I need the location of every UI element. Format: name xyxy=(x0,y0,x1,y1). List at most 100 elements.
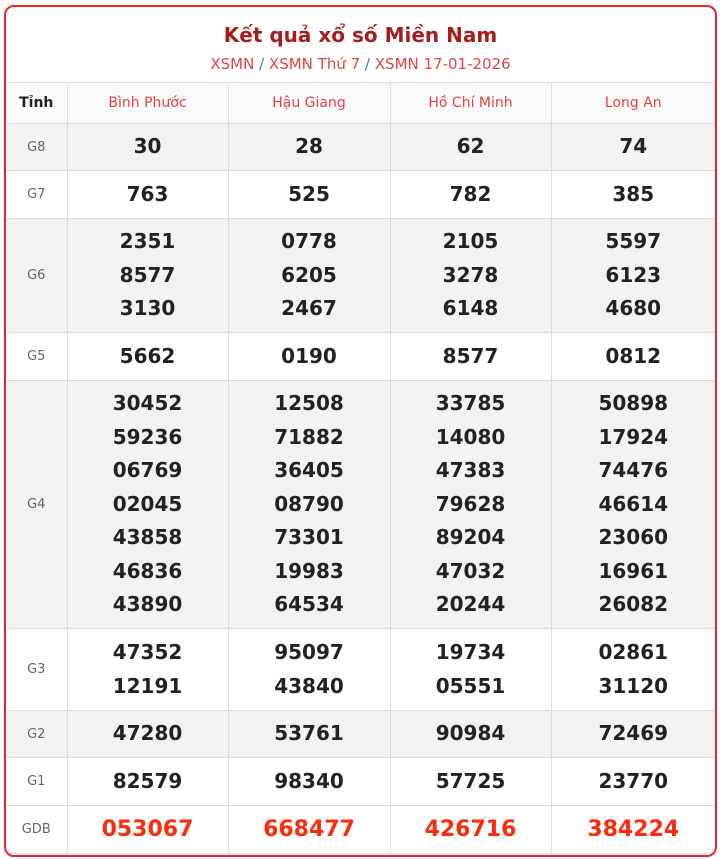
prize-number: 26082 xyxy=(598,592,669,617)
results-header: Kết quả xổ số Miền Nam XSMN / XSMN Thứ 7… xyxy=(6,7,715,82)
prize-number: 20244 xyxy=(435,592,506,617)
prize-number: 525 xyxy=(288,181,330,206)
prize-cell: 82579 xyxy=(66,757,229,806)
prize-number: 17924 xyxy=(598,424,669,449)
prize-row-g1: G1 82579 98340 57725 23770 xyxy=(6,757,715,806)
prize-number: 2351 xyxy=(119,229,176,254)
breadcrumb-link-xsmn-thu-7[interactable]: XSMN Thứ 7 xyxy=(268,55,361,73)
prize-label: G1 xyxy=(6,757,68,806)
prize-row-g4: G4 30452 59236 06769 02045 43858 46836 43890 125… xyxy=(6,380,715,629)
prize-cell: 0190 xyxy=(227,332,391,381)
prize-number: 30 xyxy=(133,134,162,159)
prize-row-g8: G8 30 28 62 74 xyxy=(6,123,715,171)
prize-number: 47383 xyxy=(435,458,506,483)
prize-label: G2 xyxy=(6,710,68,758)
prize-number: 763 xyxy=(126,181,169,206)
prize-number: 19734 xyxy=(435,640,506,664)
prize-number: 2105 xyxy=(442,229,499,254)
breadcrumb-link-xsmn[interactable]: XSMN xyxy=(210,55,255,73)
prize-number: 16961 xyxy=(598,558,669,583)
prize-number: 98340 xyxy=(274,768,344,793)
prize-label: G6 xyxy=(6,218,68,333)
special-prize-number: 426716 xyxy=(424,816,517,842)
province-ho-chi-minh[interactable]: Hồ Chí Minh xyxy=(389,82,552,124)
special-prize-number: 053067 xyxy=(101,816,194,842)
prize-label: G4 xyxy=(6,380,68,629)
prize-number: 385 xyxy=(612,181,655,206)
prize-cell: 12508 71882 36405 08790 73301 19983 64534 xyxy=(227,380,391,629)
prize-number: 19983 xyxy=(274,558,344,583)
prize-number: 74476 xyxy=(598,458,669,483)
province-bình-phuoc[interactable]: Bình Phước xyxy=(66,82,229,124)
prize-number: 82579 xyxy=(112,768,183,793)
prize-label: G8 xyxy=(6,123,68,171)
prize-number: 43858 xyxy=(112,525,183,550)
prize-number: 782 xyxy=(449,181,492,206)
prize-cell: 30452 59236 06769 02045 43858 46836 43890 xyxy=(66,380,229,629)
prize-cell: 2105 3278 6148 xyxy=(389,218,552,333)
prize-cell: 0778 6205 2467 xyxy=(227,218,391,333)
prize-cell: 782 xyxy=(389,170,552,219)
prize-cell: 72469 xyxy=(550,710,715,758)
province-column-label: Tỉnh xyxy=(6,82,68,124)
prize-number: 46836 xyxy=(112,558,183,583)
prize-number: 12508 xyxy=(274,391,344,416)
prize-cell: 62 xyxy=(389,123,552,171)
prize-label: G7 xyxy=(6,170,68,219)
prize-number: 43890 xyxy=(112,592,183,617)
breadcrumb-separator: / xyxy=(259,55,265,73)
prize-cell: 5597 6123 4680 xyxy=(550,218,715,333)
province-long-an[interactable]: Long An xyxy=(550,82,715,124)
prize-number: 95097 xyxy=(274,640,344,664)
prize-cell: 02861 31120 xyxy=(550,628,715,711)
prize-cell: 47352 12191 xyxy=(66,628,229,711)
prize-number: 0190 xyxy=(281,343,337,368)
prize-cell: 90984 xyxy=(389,710,552,758)
prize-cell: 33785 14080 47383 79628 89204 47032 20244 xyxy=(389,380,552,629)
prize-number: 6123 xyxy=(605,262,662,287)
prize-number: 12191 xyxy=(112,673,183,698)
prize-cell: 426716 xyxy=(389,805,552,854)
prize-cell: 0812 xyxy=(550,332,715,381)
prize-number: 46614 xyxy=(598,491,669,516)
prize-row-g3: G3 47352 12191 95097 43840 19734 05551 02861 311… xyxy=(6,628,715,711)
prize-number: 8577 xyxy=(119,262,176,287)
prize-cell: 763 xyxy=(66,170,229,219)
prize-cell: 5662 xyxy=(66,332,229,381)
prize-cell: 23770 xyxy=(550,757,715,806)
prize-cell: 8577 xyxy=(389,332,552,381)
prize-label: G3 xyxy=(6,628,68,711)
prize-number: 79628 xyxy=(435,491,506,516)
prize-cell: 50898 17924 74476 46614 23060 16961 26082 xyxy=(550,380,715,629)
prize-number: 53761 xyxy=(274,721,344,746)
special-prize-number: 668477 xyxy=(263,816,355,842)
prize-cell: 668477 xyxy=(227,805,391,854)
prize-number: 71882 xyxy=(274,424,344,449)
prize-number: 47352 xyxy=(112,640,183,664)
prize-number: 06769 xyxy=(112,458,183,483)
province-hau-giang[interactable]: Hậu Giang xyxy=(227,82,391,124)
prize-number: 57725 xyxy=(435,768,506,793)
prize-number: 31120 xyxy=(598,673,669,698)
prize-row-g5: G5 5662 0190 8577 0812 xyxy=(6,332,715,381)
prize-cell: 30 xyxy=(66,123,229,171)
prize-number: 36405 xyxy=(274,458,344,483)
prize-number: 5662 xyxy=(119,343,176,368)
results-card: Kết quả xổ số Miền Nam XSMN / XSMN Thứ 7… xyxy=(4,5,717,857)
breadcrumb-separator: / xyxy=(364,55,370,73)
prize-number: 0812 xyxy=(605,343,662,368)
prize-number: 72469 xyxy=(598,721,669,746)
prize-cell: 385 xyxy=(550,170,715,219)
prize-number: 43840 xyxy=(274,673,344,698)
prize-number: 0778 xyxy=(281,229,337,254)
prize-cell: 53761 xyxy=(227,710,391,758)
province-header-row: Tỉnh Bình Phước Hậu Giang Hồ Chí Minh Lo… xyxy=(6,82,715,124)
prize-number: 50898 xyxy=(598,391,669,416)
prize-number: 8577 xyxy=(442,343,499,368)
breadcrumb-link-date[interactable]: XSMN 17-01-2026 xyxy=(374,55,511,73)
prize-number: 89204 xyxy=(435,525,506,550)
prize-cell: 525 xyxy=(227,170,391,219)
prize-number: 02045 xyxy=(112,491,183,516)
prize-number: 74 xyxy=(619,134,648,159)
prize-row-g7: G7 763 525 782 385 xyxy=(6,170,715,219)
